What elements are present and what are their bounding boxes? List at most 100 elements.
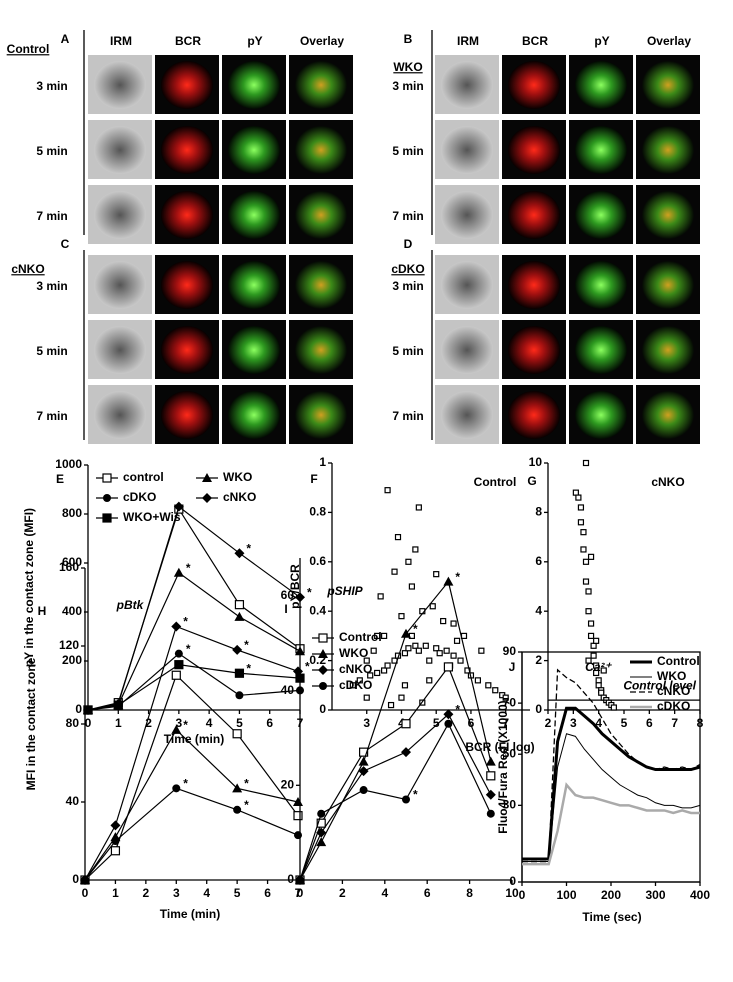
legend-label: cNKO — [657, 684, 690, 698]
significance-mark: * — [183, 777, 188, 791]
x-axis-label: Time (min) — [160, 907, 220, 921]
y-tick-label: 0 — [75, 702, 82, 716]
cell-signal — [161, 61, 213, 109]
marker — [316, 818, 326, 828]
marker — [358, 756, 369, 766]
cell-signal — [575, 61, 627, 109]
marker — [401, 719, 411, 729]
marker — [486, 771, 496, 781]
cell-signal — [441, 326, 493, 374]
cell-signal — [642, 391, 694, 439]
marker — [593, 662, 600, 669]
cell-signal — [295, 191, 347, 239]
cell-signal — [441, 61, 493, 109]
x-tick-label: 6 — [646, 716, 653, 730]
marker — [381, 667, 388, 674]
x-tick-label: 0 — [82, 886, 89, 900]
marker — [580, 546, 587, 553]
cell-signal — [575, 391, 627, 439]
marker — [358, 766, 369, 777]
time-label: 7 min — [392, 209, 423, 223]
significance-mark: * — [244, 777, 249, 791]
marker — [433, 645, 440, 652]
y-tick-label: 600 — [62, 555, 82, 569]
marker — [478, 647, 485, 654]
marker — [171, 670, 181, 680]
series-line — [522, 733, 701, 863]
reference-label: Control level — [623, 678, 696, 692]
marker — [401, 747, 411, 758]
y-tick-label: 0 — [72, 872, 79, 886]
legend-marker — [318, 633, 328, 643]
x-tick-label: 3 — [176, 716, 183, 730]
column-header: Overlay — [647, 34, 691, 48]
marker — [450, 652, 457, 659]
cell-signal — [295, 391, 347, 439]
marker — [422, 642, 429, 649]
marker — [110, 846, 121, 856]
y-tick-label: 80 — [66, 716, 80, 730]
x-tick-label: 5 — [433, 716, 440, 730]
significance-mark: * — [244, 638, 249, 652]
marker — [384, 662, 391, 669]
marker — [316, 827, 327, 838]
panel-letter: H — [38, 604, 47, 618]
cell-signal — [441, 191, 493, 239]
marker — [370, 647, 377, 654]
marker — [171, 724, 182, 734]
x-tick-label: 4 — [206, 716, 213, 730]
y-tick-label: 20 — [281, 777, 295, 791]
marker — [433, 571, 440, 578]
marker — [460, 632, 468, 640]
series-line — [299, 580, 492, 881]
marker — [485, 789, 496, 800]
time-label: 3 min — [392, 279, 423, 293]
significance-mark: * — [305, 660, 310, 674]
y-axis-label: pY/BCR — [288, 564, 302, 609]
series-line — [299, 713, 492, 881]
marker — [443, 709, 454, 720]
marker — [585, 608, 592, 615]
cell-signal — [228, 61, 280, 109]
cell-signal — [94, 191, 146, 239]
marker — [110, 820, 121, 831]
marker — [485, 682, 492, 689]
legend-marker — [202, 473, 212, 482]
y-tick-label: 0 — [287, 872, 294, 886]
marker — [316, 837, 327, 847]
marker — [401, 650, 409, 657]
marker — [234, 548, 245, 559]
marker — [359, 747, 369, 757]
time-label: 5 min — [392, 344, 423, 358]
marker — [394, 533, 402, 541]
marker — [502, 694, 509, 701]
marker — [585, 657, 592, 664]
marker — [235, 691, 244, 700]
y-tick-label: 70 — [503, 695, 517, 709]
series-line — [522, 706, 701, 861]
significance-mark: * — [455, 702, 460, 716]
marker — [593, 637, 600, 644]
time-label: 7 min — [392, 409, 423, 423]
legend-label: cDKO — [339, 678, 372, 692]
legend-label: control — [123, 470, 164, 484]
x-tick-label: 4 — [203, 886, 210, 900]
time-label: 3 min — [392, 79, 423, 93]
marker — [582, 558, 590, 565]
y-tick-label: 0 — [509, 874, 516, 888]
legend-marker — [319, 682, 327, 690]
marker — [582, 459, 590, 467]
marker — [398, 694, 405, 701]
legend-label: cDKO — [657, 699, 690, 713]
marker — [412, 642, 419, 649]
marker — [587, 620, 595, 627]
legend-label: WKO+Wis — [123, 510, 181, 524]
marker — [436, 650, 443, 657]
legend-label: Control — [339, 630, 382, 644]
series-line — [522, 782, 700, 866]
significance-mark: * — [186, 561, 191, 575]
x-tick-label: 5 — [236, 716, 243, 730]
x-tick-label: 400 — [690, 888, 710, 902]
legend-marker — [318, 665, 328, 675]
